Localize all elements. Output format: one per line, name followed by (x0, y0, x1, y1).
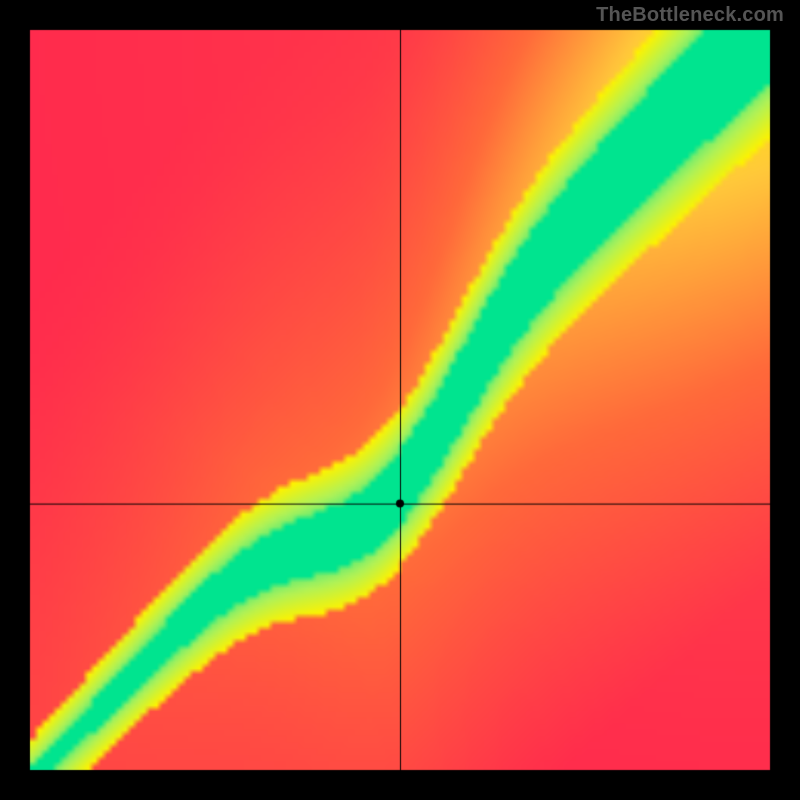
bottleneck-heatmap (0, 0, 800, 800)
watermark-text: TheBottleneck.com (596, 4, 784, 27)
chart-container: TheBottleneck.com (0, 0, 800, 800)
